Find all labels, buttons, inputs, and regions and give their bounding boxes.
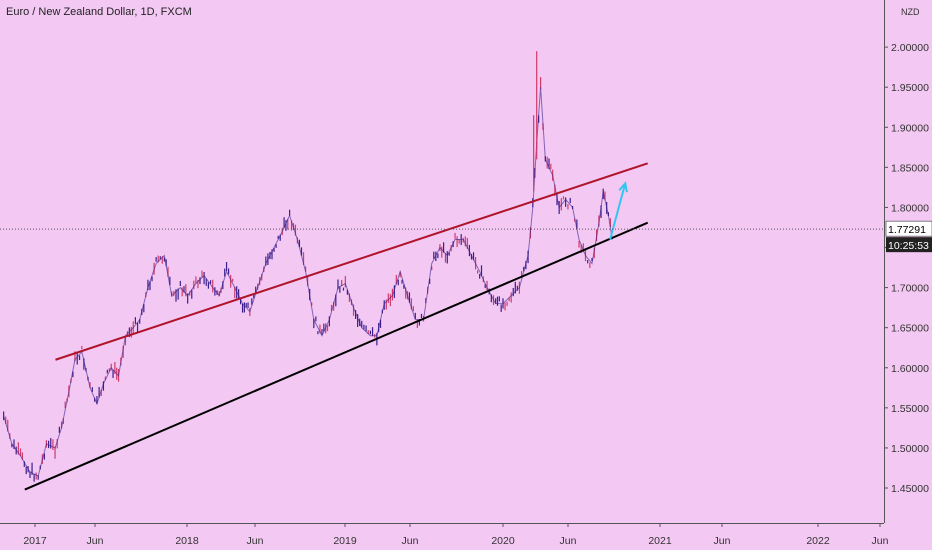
price-tick-label: 1.85000 bbox=[891, 162, 929, 174]
time-tick-label: Jun bbox=[560, 535, 577, 547]
candles-group bbox=[3, 77, 611, 482]
time-tick-label: 2020 bbox=[491, 535, 515, 547]
countdown-tag-label: 10:25:53 bbox=[888, 240, 929, 252]
countdown-tag-box bbox=[886, 237, 932, 253]
price-tick-label: 1.45000 bbox=[891, 483, 929, 495]
price-tick-label: 1.80000 bbox=[891, 202, 929, 214]
price-tick-label: 2.00000 bbox=[891, 42, 929, 54]
time-tick-label: 2018 bbox=[175, 535, 199, 547]
price-tag-box bbox=[885, 220, 932, 237]
forecast-arrow bbox=[609, 183, 627, 240]
price-tick-label: 1.95000 bbox=[891, 82, 929, 94]
time-tick-label: Jun bbox=[872, 535, 889, 547]
time-tick-label: 2019 bbox=[333, 535, 357, 547]
forecast-arrow-head bbox=[618, 181, 628, 193]
price-tick-label: 1.55000 bbox=[891, 403, 929, 415]
countdown-tag: 10:25:53 bbox=[886, 237, 932, 253]
time-tick-label: Jun bbox=[247, 535, 264, 547]
price-tick-label: 1.65000 bbox=[891, 323, 929, 335]
time-tick-label: Jun bbox=[87, 535, 104, 547]
price-tick-label: 1.90000 bbox=[891, 122, 929, 134]
price-tick-label: 1.50000 bbox=[891, 443, 929, 455]
chart-title: Euro / New Zealand Dollar, 1D, FXCM bbox=[6, 6, 192, 18]
time-tick-label: Jun bbox=[402, 535, 419, 547]
time-tick-label: 2021 bbox=[648, 535, 672, 547]
time-tick-label: 2022 bbox=[806, 535, 830, 547]
upper-trendline bbox=[55, 162, 649, 361]
time-tick-label: 2017 bbox=[23, 535, 47, 547]
time-tick-label: Jun bbox=[714, 535, 731, 547]
lower-trendline bbox=[24, 221, 649, 491]
price-tag: 1.77291 bbox=[885, 220, 932, 237]
currency-label: NZD bbox=[901, 7, 920, 17]
price-tag-label: 1.77291 bbox=[888, 224, 926, 236]
price-tick-label: 1.70000 bbox=[891, 283, 929, 295]
price-tick-label: 1.60000 bbox=[891, 363, 929, 375]
